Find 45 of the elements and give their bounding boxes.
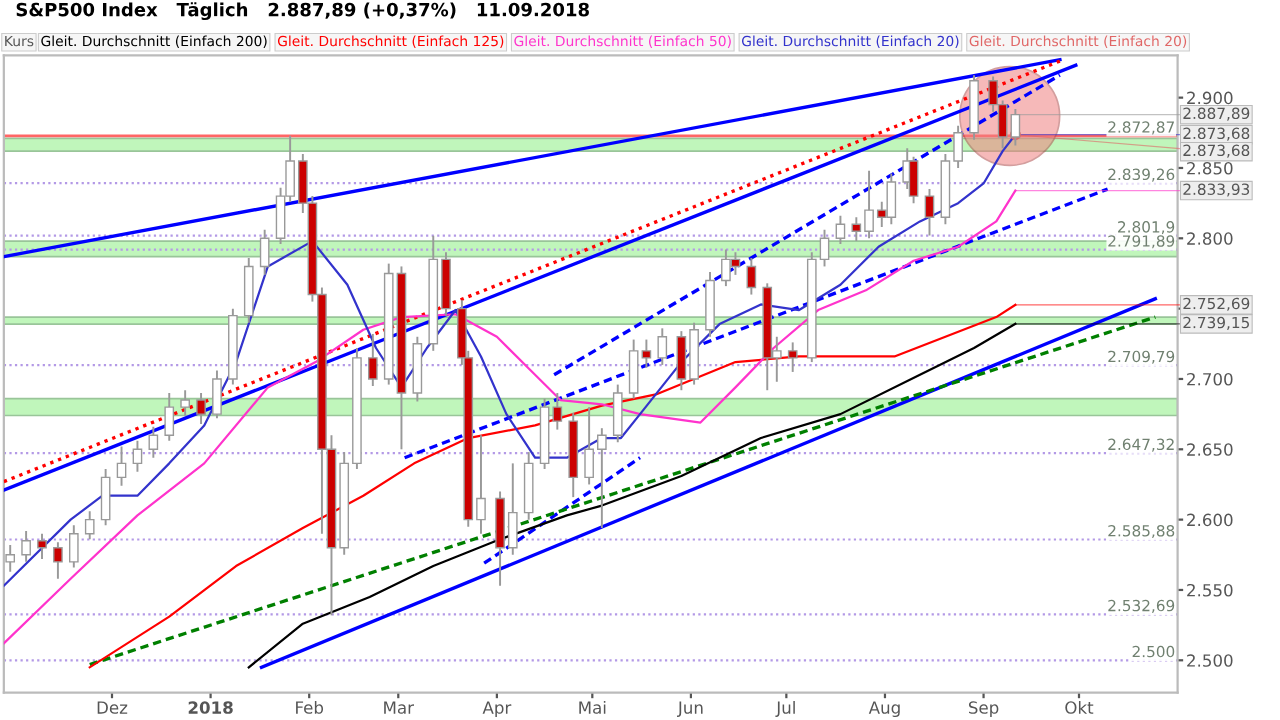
candlestick (132, 439, 143, 473)
y-tick-label: 2.650 (1187, 443, 1233, 456)
y-tick-label: 2.550 (1187, 583, 1233, 597)
y-tick-label: 2.800 (1187, 232, 1233, 245)
candlestick (180, 389, 190, 417)
candlestick (908, 155, 919, 205)
candlestick (212, 369, 222, 420)
y-tick-label: 2.600 (1187, 513, 1233, 527)
x-tick-label: Jul (775, 700, 795, 717)
x-tick-label: Aug (868, 701, 900, 718)
candlestick (84, 510, 95, 541)
candlestick (657, 327, 668, 366)
candlestick (612, 383, 623, 444)
x-tick-label: Feb (296, 700, 324, 714)
candlestick (367, 332, 378, 387)
candlestick (259, 228, 270, 276)
candlestick (924, 188, 935, 237)
candlestick (21, 529, 31, 563)
candlestick (5, 543, 16, 573)
candlestick (37, 532, 47, 560)
x-tick-label: Jun (677, 701, 703, 717)
candlestick (746, 257, 757, 296)
y-tick-label: 2.900 (1187, 91, 1233, 105)
candlestick (835, 214, 846, 245)
candlestick (628, 338, 639, 400)
candlestick (148, 425, 159, 459)
y-tick-label: 2.700 (1187, 372, 1233, 386)
chart-title: S&P500 Index Täglich 2.887,89 (+0,37%) 11.09.2018 (16, 2, 589, 21)
x-tick-label: Apr (482, 701, 512, 718)
x-tick-label: 2018 (188, 701, 233, 714)
candlestick (164, 392, 175, 442)
candlestick (53, 541, 63, 580)
candlestick (68, 524, 79, 569)
y-tick-label: 2.500 (1187, 654, 1233, 667)
candlestick (787, 341, 798, 373)
x-tick-label: Dez (97, 701, 128, 714)
candlestick (196, 392, 206, 425)
candlestick (116, 445, 127, 487)
x-tick-label: Okt (1065, 700, 1094, 714)
candlestick (641, 338, 652, 369)
y-tick-label: 2.850 (1187, 161, 1233, 175)
x-tick-label: Mai (579, 700, 606, 714)
x-tick-label: Sep (968, 701, 999, 718)
x-tick-label: Mar (384, 701, 414, 714)
candlestick (100, 468, 111, 527)
